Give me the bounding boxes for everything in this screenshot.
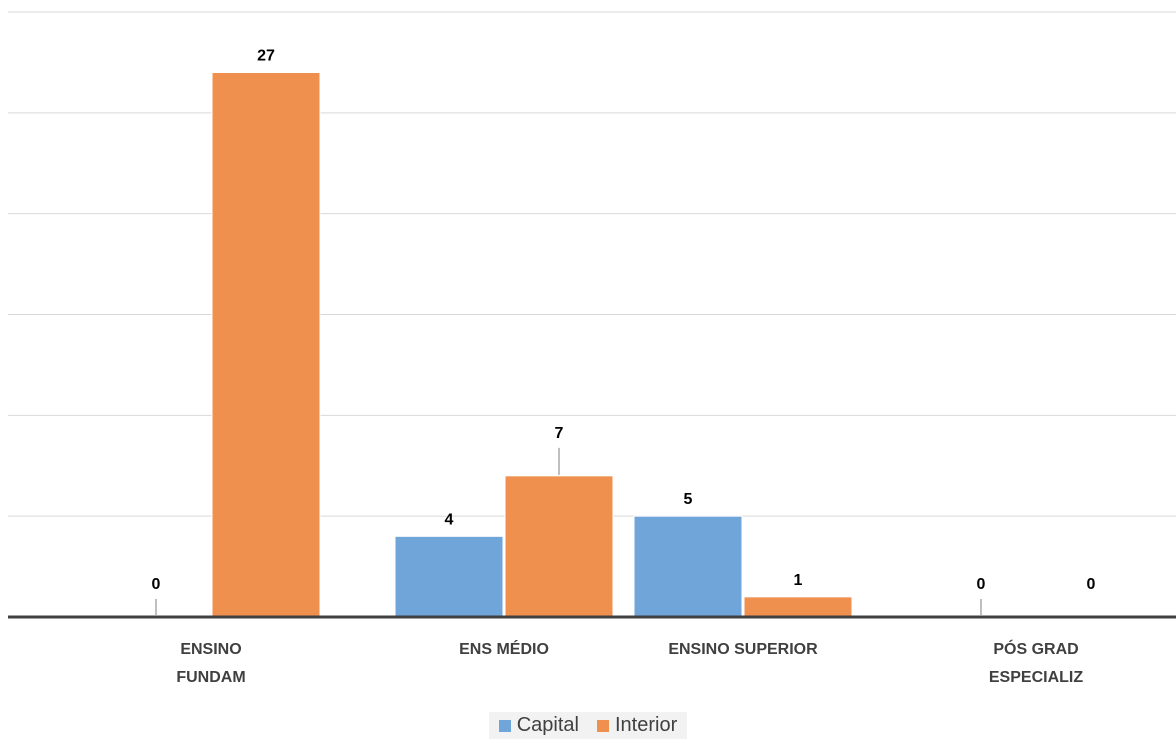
category-label: FUNDAM bbox=[176, 669, 245, 686]
bar-interior bbox=[211, 72, 321, 618]
gridlines bbox=[8, 11, 1176, 517]
data-label-interior: 7 bbox=[555, 425, 564, 442]
legend-label-capital: Capital bbox=[516, 714, 579, 736]
data-label-interior: 0 bbox=[1087, 576, 1096, 593]
legend-swatch-interior bbox=[597, 719, 609, 732]
legend: Capital Interior bbox=[0, 712, 1176, 739]
category-labels: ENSINO FUNDAM ENS MÉDIO ENSINO SUPERIOR PÓS … bbox=[176, 639, 1083, 686]
bar-interior bbox=[504, 475, 614, 618]
bar-capital bbox=[633, 515, 743, 618]
label-leader-lines bbox=[155, 447, 982, 615]
data-label-interior: 1 bbox=[794, 572, 803, 589]
bars bbox=[211, 72, 853, 618]
category-label: ENSINO bbox=[180, 641, 241, 658]
bar-interior bbox=[743, 596, 853, 618]
legend-item-interior: Interior bbox=[597, 714, 677, 737]
data-label-capital: 4 bbox=[445, 511, 454, 528]
data-label-capital: 5 bbox=[684, 491, 693, 508]
data-label-capital: 0 bbox=[152, 576, 161, 593]
bar-capital bbox=[394, 535, 504, 618]
category-label: ESPECIALIZ bbox=[989, 669, 1083, 686]
category-label: ENSINO SUPERIOR bbox=[668, 641, 818, 658]
legend-swatch-capital bbox=[498, 719, 511, 732]
category-label: ENS MÉDIO bbox=[459, 639, 549, 658]
data-label-interior: 27 bbox=[257, 48, 275, 65]
legend-item-capital: Capital bbox=[498, 714, 579, 737]
legend-label-interior: Interior bbox=[615, 714, 678, 736]
category-label: PÓS GRAD bbox=[993, 639, 1078, 658]
data-label-capital: 0 bbox=[977, 576, 986, 593]
data-labels: 0 4 5 0 27 7 1 0 bbox=[152, 48, 1096, 594]
legend-box: Capital Interior bbox=[488, 712, 688, 739]
